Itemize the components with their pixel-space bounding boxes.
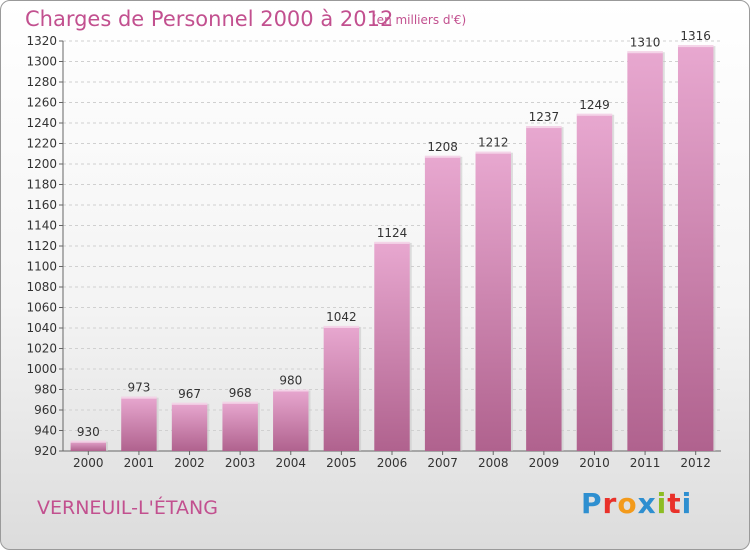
bar — [70, 440, 107, 451]
y-tick-label: 1160 — [26, 198, 57, 212]
y-tick-label: 980 — [34, 383, 57, 397]
y-tick-label: 1020 — [26, 342, 57, 356]
bar-highlight — [70, 440, 107, 443]
bar-highlight — [374, 241, 410, 244]
value-label: 973 — [127, 381, 150, 395]
value-label: 930 — [77, 425, 100, 439]
bar-highlight — [222, 401, 258, 404]
bar — [222, 401, 258, 451]
bar — [424, 155, 461, 452]
y-tick-label: 1120 — [26, 239, 57, 253]
x-tick-label: 2009 — [529, 456, 560, 470]
x-tick-label: 2007 — [427, 456, 458, 470]
x-tick-label: 2010 — [579, 456, 610, 470]
bar-highlight — [526, 126, 562, 129]
bar — [475, 151, 511, 451]
y-tick-label: 1300 — [26, 55, 57, 69]
y-tick-label: 1220 — [26, 137, 57, 151]
value-label: 968 — [229, 386, 252, 400]
y-tick-label: 1080 — [26, 280, 57, 294]
logo-letter: x — [637, 487, 657, 520]
bar — [121, 396, 157, 451]
x-tick-label: 2001 — [124, 456, 155, 470]
value-label: 980 — [279, 374, 302, 388]
bar — [171, 402, 208, 451]
x-tick-label: 2002 — [174, 456, 205, 470]
bar-highlight — [475, 151, 511, 154]
x-tick-label: 2012 — [680, 456, 711, 470]
y-tick-label: 1040 — [26, 321, 57, 335]
value-label: 1316 — [680, 29, 711, 43]
y-tick-label: 1140 — [26, 219, 57, 233]
value-label: 1208 — [427, 140, 458, 154]
logo-letter: t — [667, 487, 682, 520]
y-tick-label: 1240 — [26, 116, 57, 130]
y-tick-label: 1200 — [26, 157, 57, 171]
bar-highlight — [424, 155, 461, 158]
x-tick-label: 2003 — [225, 456, 256, 470]
location-name: VERNEUIL-L'ÉTANG — [37, 497, 218, 519]
y-tick-label: 1260 — [26, 96, 57, 110]
bar-highlight — [323, 325, 360, 328]
y-tick-label: 1060 — [26, 301, 57, 315]
value-label: 967 — [178, 387, 201, 401]
y-tick-label: 920 — [34, 444, 57, 458]
y-tick-label: 940 — [34, 424, 57, 438]
y-tick-label: 1100 — [26, 260, 57, 274]
logo-letter: r — [602, 487, 618, 520]
x-tick-label: 2011 — [630, 456, 661, 470]
logo-letter: o — [617, 487, 638, 520]
bar-highlight — [121, 396, 157, 399]
x-tick-label: 2004 — [275, 456, 306, 470]
logo-letter: P — [581, 487, 603, 520]
x-tick-label: 2005 — [326, 456, 357, 470]
x-tick-label: 2008 — [478, 456, 509, 470]
y-tick-label: 1280 — [26, 75, 57, 89]
logo-letter: i — [656, 487, 668, 520]
value-label: 1237 — [529, 110, 560, 124]
bar — [273, 389, 309, 451]
bar — [374, 241, 410, 451]
value-label: 1212 — [478, 136, 509, 150]
y-tick-label: 1320 — [26, 34, 57, 48]
proxiti-logo: Proxiti — [581, 487, 692, 520]
y-tick-label: 1000 — [26, 362, 57, 376]
y-tick-label: 1180 — [26, 178, 57, 192]
bar — [526, 126, 562, 451]
logo-letter: i — [681, 487, 693, 520]
bar-highlight — [171, 402, 208, 405]
chart-title: Charges de Personnel 2000 à 2012 — [25, 7, 394, 31]
chart-subtitle: (en milliers d'€) — [372, 13, 467, 27]
value-label: 1249 — [579, 98, 610, 112]
x-tick-label: 2000 — [73, 456, 104, 470]
bar-highlight — [627, 51, 663, 54]
bar — [323, 325, 360, 451]
bar-highlight — [677, 45, 714, 48]
bar — [677, 45, 714, 451]
y-tick-label: 960 — [34, 403, 57, 417]
bar-highlight — [576, 113, 613, 116]
value-label: 1124 — [377, 226, 408, 240]
bar — [627, 51, 663, 451]
value-label: 1042 — [326, 310, 357, 324]
value-label: 1310 — [630, 35, 661, 49]
bar-highlight — [273, 389, 309, 392]
bar — [576, 113, 613, 452]
x-tick-label: 2006 — [377, 456, 408, 470]
